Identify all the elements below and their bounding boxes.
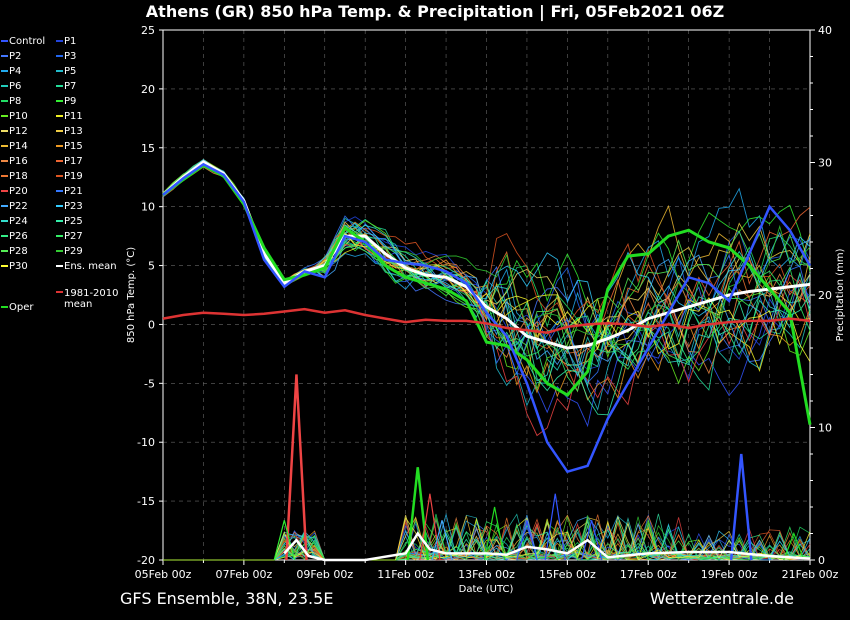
legend-label: P16 xyxy=(9,156,28,167)
precip-peak xyxy=(431,520,453,561)
legend-label: P12 xyxy=(9,126,28,137)
tick-label-left: -5 xyxy=(144,377,155,390)
series-line-control xyxy=(162,162,812,474)
legend-label: Oper xyxy=(9,302,34,313)
highlighted-series xyxy=(162,160,812,474)
y-axis-label-right: Precipitation (mm) xyxy=(835,248,846,341)
precip-peak xyxy=(729,453,753,561)
precipitation-series xyxy=(273,374,811,562)
legend-label: P4 xyxy=(9,66,21,77)
tick-label-left: -15 xyxy=(137,495,155,508)
tick-label-x: 05Feb 00z xyxy=(135,568,192,581)
tick-label-x: 21Feb 00z xyxy=(782,568,839,581)
precip-ens-mean-line xyxy=(283,531,811,562)
tick-label-right: 10 xyxy=(818,422,832,435)
x-axis-label: Date (UTC) xyxy=(459,584,514,595)
tick-label-x: 13Feb 00z xyxy=(458,568,515,581)
series-line-1981-2010-mean xyxy=(162,307,811,334)
legend-label: 1981-2010 xyxy=(64,288,119,299)
legend-label: P28 xyxy=(9,246,28,257)
footer-brand: Wetterzentrale.de xyxy=(650,589,794,608)
tick-label-left: 25 xyxy=(141,24,155,37)
precip-peak xyxy=(285,374,308,561)
tick-label-left: 15 xyxy=(141,142,155,155)
tick-label-x: 17Feb 00z xyxy=(620,568,677,581)
legend-label: mean xyxy=(64,299,92,310)
tick-label-right: 40 xyxy=(818,24,832,37)
tick-label-x: 09Feb 00z xyxy=(296,568,353,581)
tick-label-right: 20 xyxy=(818,289,832,302)
legend-label: P19 xyxy=(64,171,83,182)
legend-label: P9 xyxy=(64,96,76,107)
series-line-ens-mean xyxy=(162,160,811,350)
chart-title: Athens (GR) 850 hPa Temp. & Precipitatio… xyxy=(146,2,724,22)
tick-label-left: -10 xyxy=(137,436,155,449)
legend-label: P22 xyxy=(9,201,28,212)
legend-label: P2 xyxy=(9,51,21,62)
legend-label: P14 xyxy=(9,141,28,152)
legend-label: P5 xyxy=(64,66,76,77)
legend-label: P24 xyxy=(9,216,28,227)
tick-label-x: 15Feb 00z xyxy=(539,568,596,581)
precip-peak xyxy=(544,493,566,561)
legend-label: P30 xyxy=(9,261,28,272)
left-axis-ticks: 25 20 15 10 5 0 -5 -10 -15 -20 xyxy=(137,24,163,567)
legend-label: P20 xyxy=(9,186,28,197)
tick-label-x: 07Feb 00z xyxy=(216,568,273,581)
legend-label: P23 xyxy=(64,201,83,212)
tick-label-left: 5 xyxy=(148,260,155,273)
legend-label: P11 xyxy=(64,111,83,122)
legend-label: P3 xyxy=(64,51,76,62)
legend-label: P25 xyxy=(64,216,83,227)
series-line-oper xyxy=(162,163,812,425)
tick-label-left: -20 xyxy=(137,554,155,567)
legend-label: P7 xyxy=(64,81,76,92)
precip-peak xyxy=(783,531,805,561)
y-axis-label-left: 850 hPa Temp. (°C) xyxy=(126,247,137,343)
tick-label-x: 19Feb 00z xyxy=(701,568,758,581)
legend-label: Control xyxy=(9,36,45,47)
legend: Control P2 P4 P6 P8 P10 P12 P14 P16 P18 P20 P22 P24 P… xyxy=(1,36,119,313)
precip-peak xyxy=(419,493,441,561)
precip-peak xyxy=(483,506,506,561)
x-axis-ticks: 05Feb 00z 07Feb 00z 09Feb 00z 11Feb 00z 13Fe… xyxy=(135,560,839,581)
legend-label: P8 xyxy=(9,96,21,107)
legend-label: P29 xyxy=(64,246,83,257)
tick-label-left: 0 xyxy=(148,318,155,331)
legend-label: P1 xyxy=(64,36,76,47)
legend-label: P18 xyxy=(9,171,28,182)
tick-label-left: 10 xyxy=(141,201,155,214)
legend-label: P15 xyxy=(64,141,83,152)
legend-label: P6 xyxy=(9,81,21,92)
tick-label-x: 11Feb 00z xyxy=(377,568,434,581)
legend-label: P10 xyxy=(9,111,28,122)
legend-label: P26 xyxy=(9,231,28,242)
tick-label-left: 20 xyxy=(141,83,155,96)
legend-label: P27 xyxy=(64,231,83,242)
tick-label-right: 30 xyxy=(818,157,832,170)
right-axis-ticks: 40 30 20 10 0 xyxy=(810,24,832,567)
tick-label-right: 0 xyxy=(818,554,825,567)
legend-label: P21 xyxy=(64,186,83,197)
legend-label: P13 xyxy=(64,126,83,137)
legend-label: Ens. mean xyxy=(64,261,117,272)
precip-peak xyxy=(580,520,603,561)
footer-model-info: GFS Ensemble, 38N, 23.5E xyxy=(120,589,333,608)
legend-label: P17 xyxy=(64,156,83,167)
